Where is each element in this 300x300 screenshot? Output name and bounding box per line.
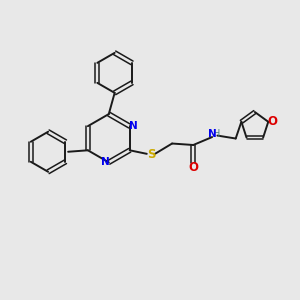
Text: N: N [208, 129, 217, 139]
Text: O: O [188, 160, 198, 174]
Text: S: S [147, 148, 155, 161]
Text: N: N [100, 158, 109, 167]
Text: N: N [129, 121, 138, 131]
Text: O: O [267, 115, 278, 128]
Text: H: H [213, 129, 220, 139]
